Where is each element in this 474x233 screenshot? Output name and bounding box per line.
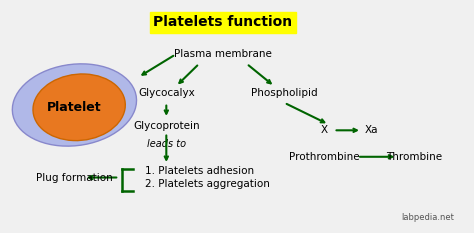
Text: Glycoprotein: Glycoprotein	[133, 121, 200, 131]
Text: labpedia.net: labpedia.net	[401, 213, 454, 223]
Text: Glycocalyx: Glycocalyx	[138, 89, 195, 99]
Text: Phospholipid: Phospholipid	[251, 89, 318, 99]
Text: Xa: Xa	[365, 125, 378, 135]
Text: 1. Platelets adhesion: 1. Platelets adhesion	[145, 166, 254, 176]
Text: Platelet: Platelet	[47, 101, 102, 114]
Ellipse shape	[33, 74, 125, 140]
Text: Plug formation: Plug formation	[36, 172, 113, 182]
Text: Platelets function: Platelets function	[153, 15, 292, 29]
Text: leads to: leads to	[147, 139, 186, 149]
Ellipse shape	[12, 64, 137, 146]
Text: Thrombine: Thrombine	[386, 152, 442, 162]
Text: Plasma membrane: Plasma membrane	[174, 49, 272, 59]
Text: X: X	[320, 125, 328, 135]
Text: Prothrombine: Prothrombine	[289, 152, 359, 162]
Text: 2. Platelets aggregation: 2. Platelets aggregation	[145, 179, 270, 189]
